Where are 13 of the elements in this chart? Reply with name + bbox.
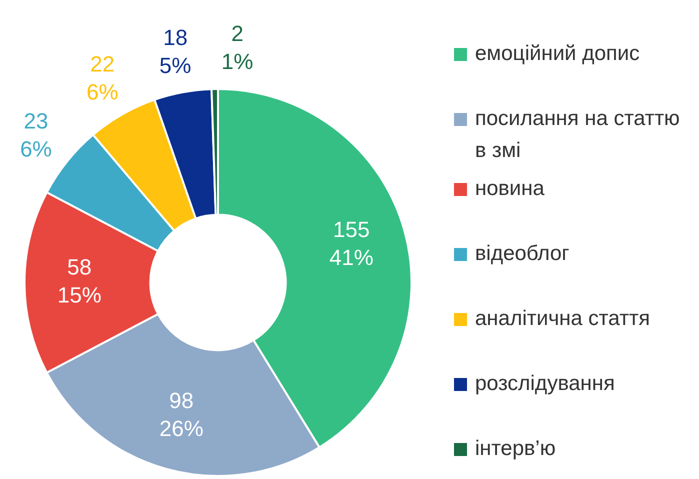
legend-label: аналітична стаття: [475, 306, 650, 332]
legend-label: новина: [475, 176, 544, 202]
data-label: 22 6%: [86, 52, 118, 105]
data-label: 58 15%: [57, 254, 102, 308]
data-label: 98 26%: [159, 388, 204, 442]
data-label: 23 6%: [20, 108, 52, 162]
legend-label: відеоблог: [475, 241, 570, 267]
legend-label: інтерв’ю: [475, 436, 556, 462]
data-label: 2 1%: [221, 21, 254, 74]
legend-label: емоційний допис: [475, 41, 640, 67]
legend-label: розслідування: [475, 371, 615, 397]
data-label: 18 5%: [159, 24, 192, 78]
data-label: 155 41%: [329, 216, 374, 270]
